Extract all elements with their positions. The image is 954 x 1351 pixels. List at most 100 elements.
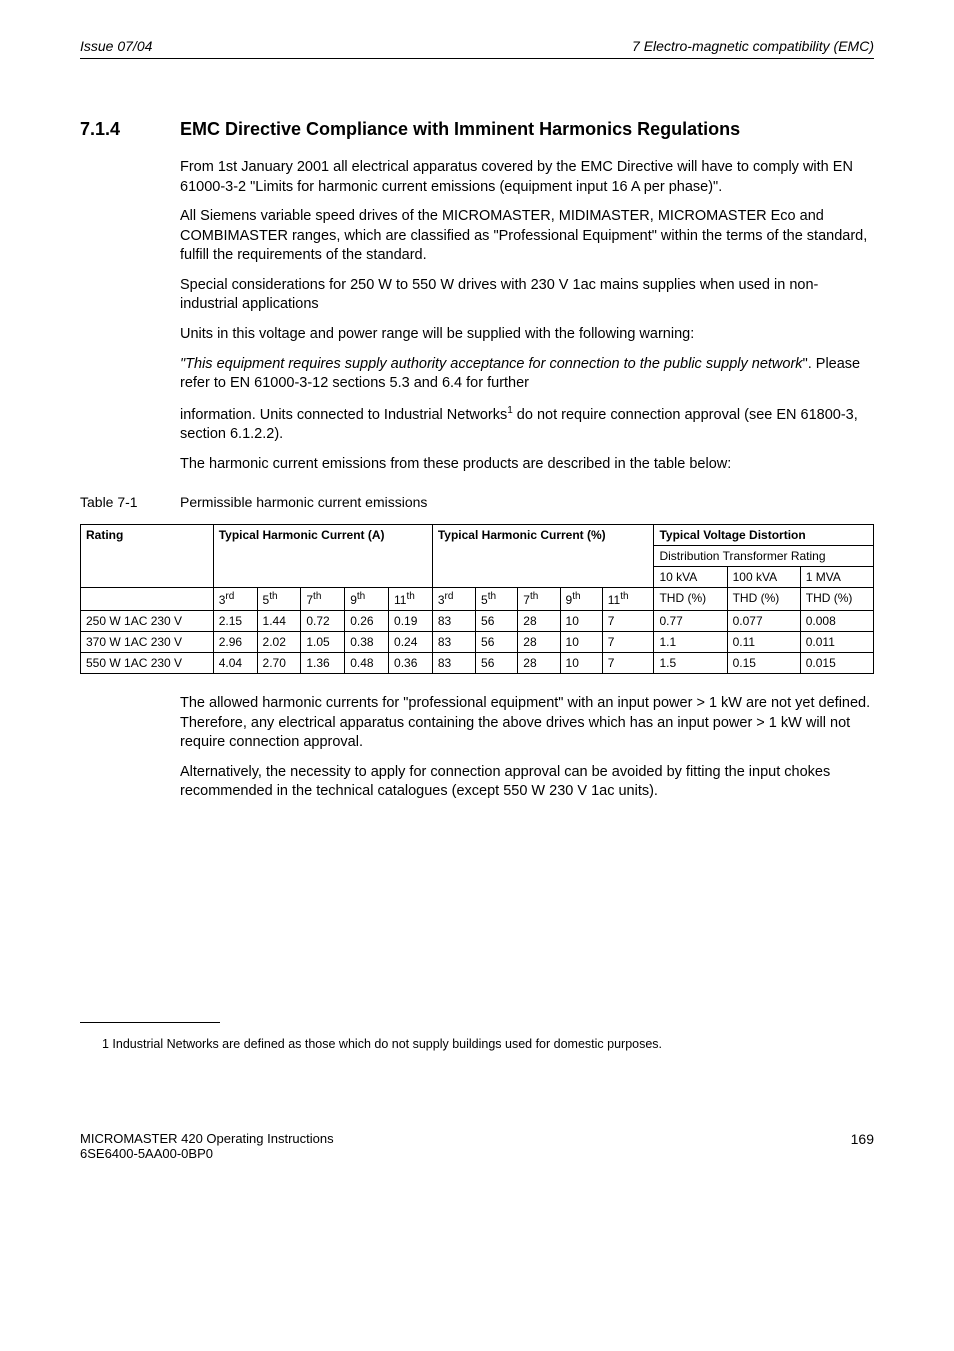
cell: 10 xyxy=(560,611,602,632)
page-number: 169 xyxy=(851,1131,874,1161)
ord-base: 5 xyxy=(481,593,488,607)
ord-sup: rd xyxy=(225,591,234,602)
th-1mva: 1 MVA xyxy=(800,567,873,588)
table-caption: Table 7-1 Permissible harmonic current e… xyxy=(80,494,874,510)
th-thd-100: THD (%) xyxy=(727,588,800,611)
ord-sup: th xyxy=(572,591,580,602)
th-current-p: Typical Harmonic Current (%) xyxy=(432,525,654,588)
th-a-11th: 11th xyxy=(389,588,433,611)
footnote-separator xyxy=(80,1022,220,1023)
cell: 0.26 xyxy=(345,611,389,632)
cell: 10 xyxy=(560,653,602,674)
footnote-1: 1 Industrial Networks are defined as tho… xyxy=(102,1037,874,1051)
ord-base: 3 xyxy=(438,593,445,607)
header-right: 7 Electro-magnetic compatibility (EMC) xyxy=(632,38,874,54)
th-a-9th: 9th xyxy=(345,588,389,611)
cell: 83 xyxy=(432,653,475,674)
ord-sup: th xyxy=(357,591,365,602)
paragraph-1: From 1st January 2001 all electrical app… xyxy=(180,158,874,197)
th-100kva: 100 kVA xyxy=(727,567,800,588)
ord-sup: th xyxy=(406,591,414,602)
paragraph-3: Special considerations for 250 W to 550 … xyxy=(180,276,874,315)
cell: 28 xyxy=(518,653,560,674)
cell: 0.24 xyxy=(389,632,433,653)
paragraph-5-italic: "This equipment requires supply authorit… xyxy=(180,356,803,372)
cell: 2.15 xyxy=(213,611,257,632)
th-p-9th: 9th xyxy=(560,588,602,611)
cell: 0.38 xyxy=(345,632,389,653)
harmonic-emissions-table: Rating Typical Harmonic Current (A) Typi… xyxy=(80,524,874,674)
paragraph-4: Units in this voltage and power range wi… xyxy=(180,325,874,345)
cell: 7 xyxy=(602,611,654,632)
ord-sup: rd xyxy=(445,591,454,602)
paragraph-2: All Siemens variable speed drives of the… xyxy=(180,207,874,266)
paragraph-7: The harmonic current emissions from thes… xyxy=(180,455,874,475)
th-10kva: 10 kVA xyxy=(654,567,727,588)
table-row: 250 W 1AC 230 V 2.15 1.44 0.72 0.26 0.19… xyxy=(81,611,874,632)
cell: 0.19 xyxy=(389,611,433,632)
cell: 1.44 xyxy=(257,611,301,632)
table-row: 370 W 1AC 230 V 2.96 2.02 1.05 0.38 0.24… xyxy=(81,632,874,653)
th-blank xyxy=(81,588,214,611)
cell: 0.72 xyxy=(301,611,345,632)
cell: 56 xyxy=(476,611,518,632)
cell: 7 xyxy=(602,653,654,674)
cell: 0.15 xyxy=(727,653,800,674)
paragraph-6-lead: information. Units connected to Industri… xyxy=(180,406,507,422)
ord-base: 7 xyxy=(523,593,530,607)
th-p-11th: 11th xyxy=(602,588,654,611)
ord-sup: th xyxy=(530,591,538,602)
cell: 83 xyxy=(432,611,475,632)
cell-rating: 370 W 1AC 230 V xyxy=(81,632,214,653)
footer-line2: 6SE6400-5AA00-0BP0 xyxy=(80,1146,213,1161)
table-caption-text: Permissible harmonic current emissions xyxy=(180,494,427,510)
table-caption-label: Table 7-1 xyxy=(80,494,180,510)
cell-rating: 550 W 1AC 230 V xyxy=(81,653,214,674)
th-thd-1m: THD (%) xyxy=(800,588,873,611)
post-table-text: The allowed harmonic currents for "profe… xyxy=(180,694,874,802)
cell: 56 xyxy=(476,653,518,674)
th-dist-transformer: Distribution Transformer Rating xyxy=(654,546,874,567)
cell: 28 xyxy=(518,611,560,632)
th-current-a: Typical Harmonic Current (A) xyxy=(213,525,432,588)
th-p-3rd: 3rd xyxy=(432,588,475,611)
cell: 1.5 xyxy=(654,653,727,674)
ord-base: 11 xyxy=(608,593,620,607)
cell: 0.015 xyxy=(800,653,873,674)
cell: 2.02 xyxy=(257,632,301,653)
cell: 0.077 xyxy=(727,611,800,632)
post-paragraph-1: The allowed harmonic currents for "profe… xyxy=(180,694,874,753)
th-a-3rd: 3rd xyxy=(213,588,257,611)
cell: 2.96 xyxy=(213,632,257,653)
table-row: 550 W 1AC 230 V 4.04 2.70 1.36 0.48 0.36… xyxy=(81,653,874,674)
cell: 10 xyxy=(560,632,602,653)
footer-left: MICROMASTER 420 Operating Instructions 6… xyxy=(80,1131,334,1161)
th-a-7th: 7th xyxy=(301,588,345,611)
cell: 7 xyxy=(602,632,654,653)
paragraph-5: "This equipment requires supply authorit… xyxy=(180,355,874,394)
ord-base: 11 xyxy=(394,593,406,607)
th-rating: Rating xyxy=(81,525,214,588)
cell: 0.11 xyxy=(727,632,800,653)
table-ordinals-row: 3rd 5th 7th 9th 11th 3rd 5th 7th 9th 11t… xyxy=(81,588,874,611)
cell: 1.1 xyxy=(654,632,727,653)
table-header-row-1: Rating Typical Harmonic Current (A) Typi… xyxy=(81,525,874,546)
page-footer: MICROMASTER 420 Operating Instructions 6… xyxy=(80,1131,874,1161)
section-heading: 7.1.4 EMC Directive Compliance with Immi… xyxy=(80,119,874,140)
th-a-5th: 5th xyxy=(257,588,301,611)
cell: 28 xyxy=(518,632,560,653)
cell: 1.05 xyxy=(301,632,345,653)
th-voltage-distortion: Typical Voltage Distortion xyxy=(654,525,874,546)
ord-sup: th xyxy=(488,591,496,602)
ord-sup: th xyxy=(269,591,277,602)
paragraph-6: information. Units connected to Industri… xyxy=(180,404,874,445)
th-p-5th: 5th xyxy=(476,588,518,611)
th-thd-10: THD (%) xyxy=(654,588,727,611)
cell: 0.008 xyxy=(800,611,873,632)
header-left: Issue 07/04 xyxy=(80,38,152,54)
cell: 56 xyxy=(476,632,518,653)
body-text-block: From 1st January 2001 all electrical app… xyxy=(180,158,874,474)
page-container: Issue 07/04 7 Electro-magnetic compatibi… xyxy=(0,0,954,1199)
post-paragraph-2: Alternatively, the necessity to apply fo… xyxy=(180,763,874,802)
cell: 0.36 xyxy=(389,653,433,674)
